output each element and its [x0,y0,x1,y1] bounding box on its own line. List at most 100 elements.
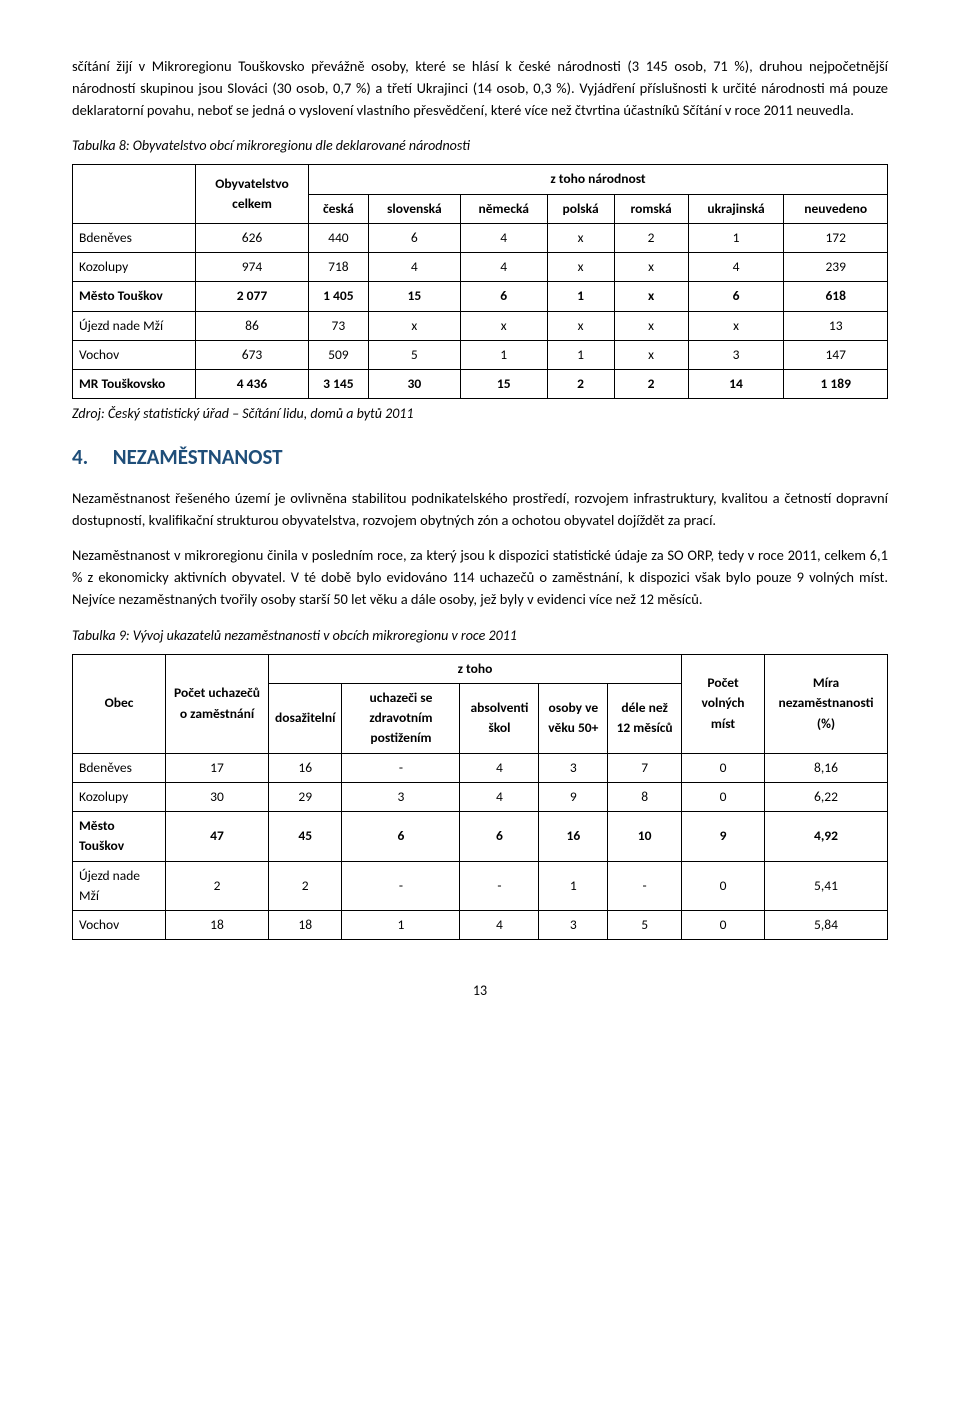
cell-value: 16 [269,753,342,782]
cell-value: 6 [342,812,460,862]
cell-value: 440 [309,223,369,252]
cell-value: 45 [269,812,342,862]
table8-source: Zdroj: Český statistický úřad – Sčítání … [72,403,888,424]
col-obec: Obec [73,654,166,753]
cell-value: 5 [608,911,682,940]
cell-value: x [460,311,547,340]
paragraph-unemployment-2: Nezaměstnanost v mikroregionu činila v p… [72,545,888,610]
table-nationality: Obyvatelstvo celkem z toho národnost čes… [72,164,888,399]
cell-value: 30 [368,370,460,399]
cell-value: 2 077 [196,282,309,311]
cell-value: 10 [608,812,682,862]
table8-caption: Tabulka 8: Obyvatelstvo obcí mikroregion… [72,135,888,156]
cell-value: x [614,253,688,282]
cell-value: 3 [688,340,784,369]
row-name: Město Touškov [73,812,166,862]
cell-value: 2 [614,223,688,252]
col-population: Obyvatelstvo celkem [196,165,309,224]
cell-value: 1 [547,340,614,369]
cell-value: 974 [196,253,309,282]
col-subcategory: déle než 12 měsíců [608,683,682,753]
row-name: Kozolupy [73,782,166,811]
cell-value: 16 [539,812,608,862]
cell-value: - [608,861,682,911]
table-row: Kozolupy97471844xx4239 [73,253,888,282]
cell-value: 1 [688,223,784,252]
col-rate: Míra nezaměstnanosti (%) [765,654,888,753]
col-subcategory: dosažitelní [269,683,342,753]
cell-value: x [614,340,688,369]
section-number: 4. [72,442,108,474]
cell-value: x [688,311,784,340]
row-name: Bdeněves [73,753,166,782]
cell-value: 1 405 [309,282,369,311]
col-applicants: Počet uchazečů o zaměstnání [166,654,269,753]
row-name: Bdeněves [73,223,196,252]
table-unemployment: Obec Počet uchazečů o zaměstnání z toho … [72,654,888,941]
cell-value: 6,22 [765,782,888,811]
cell-value: 5,84 [765,911,888,940]
col-nationality: česká [309,194,369,223]
cell-value: 6 [460,812,539,862]
row-name: MR Touškovsko [73,370,196,399]
cell-value: 2 [614,370,688,399]
table-row: Město Touškov474566161094,92 [73,812,888,862]
cell-value: 5,41 [765,861,888,911]
col-subcategory: osoby ve věku 50+ [539,683,608,753]
cell-value: - [342,861,460,911]
cell-value: 239 [784,253,888,282]
col-nationality: polská [547,194,614,223]
cell-value: 14 [688,370,784,399]
cell-value: 718 [309,253,369,282]
col-nationality: romská [614,194,688,223]
cell-value: 0 [682,911,765,940]
cell-value: 5 [368,340,460,369]
cell-value: 29 [269,782,342,811]
cell-value: 18 [166,911,269,940]
cell-value: 2 [269,861,342,911]
cell-value: 4 [460,223,547,252]
cell-value: x [547,253,614,282]
cell-value: 147 [784,340,888,369]
table-row: Město Touškov2 0771 4051561x6618 [73,282,888,311]
col-nationality: německá [460,194,547,223]
cell-value: 7 [608,753,682,782]
row-name: Vochov [73,340,196,369]
cell-value: 6 [688,282,784,311]
cell-value: 0 [682,861,765,911]
col-nationality: slovenská [368,194,460,223]
cell-value: - [460,861,539,911]
table-row: Bdeněves1716-43708,16 [73,753,888,782]
table-row: Vochov673509511x3147 [73,340,888,369]
cell-value: 9 [539,782,608,811]
cell-value: 13 [784,311,888,340]
col-subcategory: absolventi škol [460,683,539,753]
cell-value: 9 [682,812,765,862]
cell-value: 2 [547,370,614,399]
col-group-ztoho: z toho [269,654,682,683]
cell-value: x [614,282,688,311]
cell-value: 15 [368,282,460,311]
cell-value: 8 [608,782,682,811]
cell-value: 3 [539,753,608,782]
row-name: Vochov [73,911,166,940]
table-row: MR Touškovsko4 4363 145301522141 189 [73,370,888,399]
cell-value: 3 145 [309,370,369,399]
cell-value: 2 [166,861,269,911]
cell-value: 0 [682,753,765,782]
cell-value: x [614,311,688,340]
cell-value: 30 [166,782,269,811]
cell-value: 4 [368,253,460,282]
table-row: Újezd nade Mží22--1-05,41 [73,861,888,911]
col-group-nationality: z toho národnost [309,165,888,194]
cell-value: 1 [539,861,608,911]
table-row: Vochov1818143505,84 [73,911,888,940]
cell-value: x [547,311,614,340]
cell-value: 47 [166,812,269,862]
cell-value: 4 [460,911,539,940]
cell-value: - [342,753,460,782]
cell-value: 1 [342,911,460,940]
paragraph-intro: sčítání žijí v Mikroregionu Touškovsko p… [72,56,888,121]
cell-value: 4,92 [765,812,888,862]
row-name: Újezd nade Mží [73,311,196,340]
